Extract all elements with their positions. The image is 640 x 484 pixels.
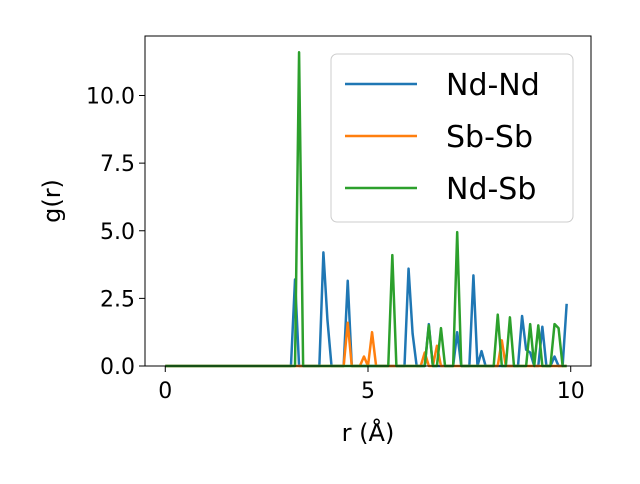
x-tick-label: 10: [557, 379, 585, 404]
legend-label-sb-sb: Sb-Sb: [446, 120, 533, 155]
x-tick-label: 5: [361, 379, 375, 404]
x-axis: 0 5 10: [158, 366, 585, 404]
legend: Nd-Nd Sb-Sb Nd-Sb: [330, 53, 574, 223]
legend-frame: [330, 53, 574, 223]
y-axis-label: g(r): [38, 179, 66, 223]
y-tick-label: 5.0: [100, 220, 135, 245]
y-axis: 0.0 2.5 5.0 7.5 10.0: [86, 85, 145, 380]
y-tick-label: 0.0: [100, 355, 135, 380]
x-tick-label: 0: [158, 379, 172, 404]
y-tick-label: 10.0: [86, 85, 135, 110]
y-tick-label: 7.5: [100, 152, 135, 177]
y-tick-label: 2.5: [100, 287, 135, 312]
legend-label-nd-nd: Nd-Nd: [446, 68, 540, 103]
legend-label-nd-sb: Nd-Sb: [446, 172, 536, 207]
x-axis-label: r (Å): [342, 418, 395, 447]
